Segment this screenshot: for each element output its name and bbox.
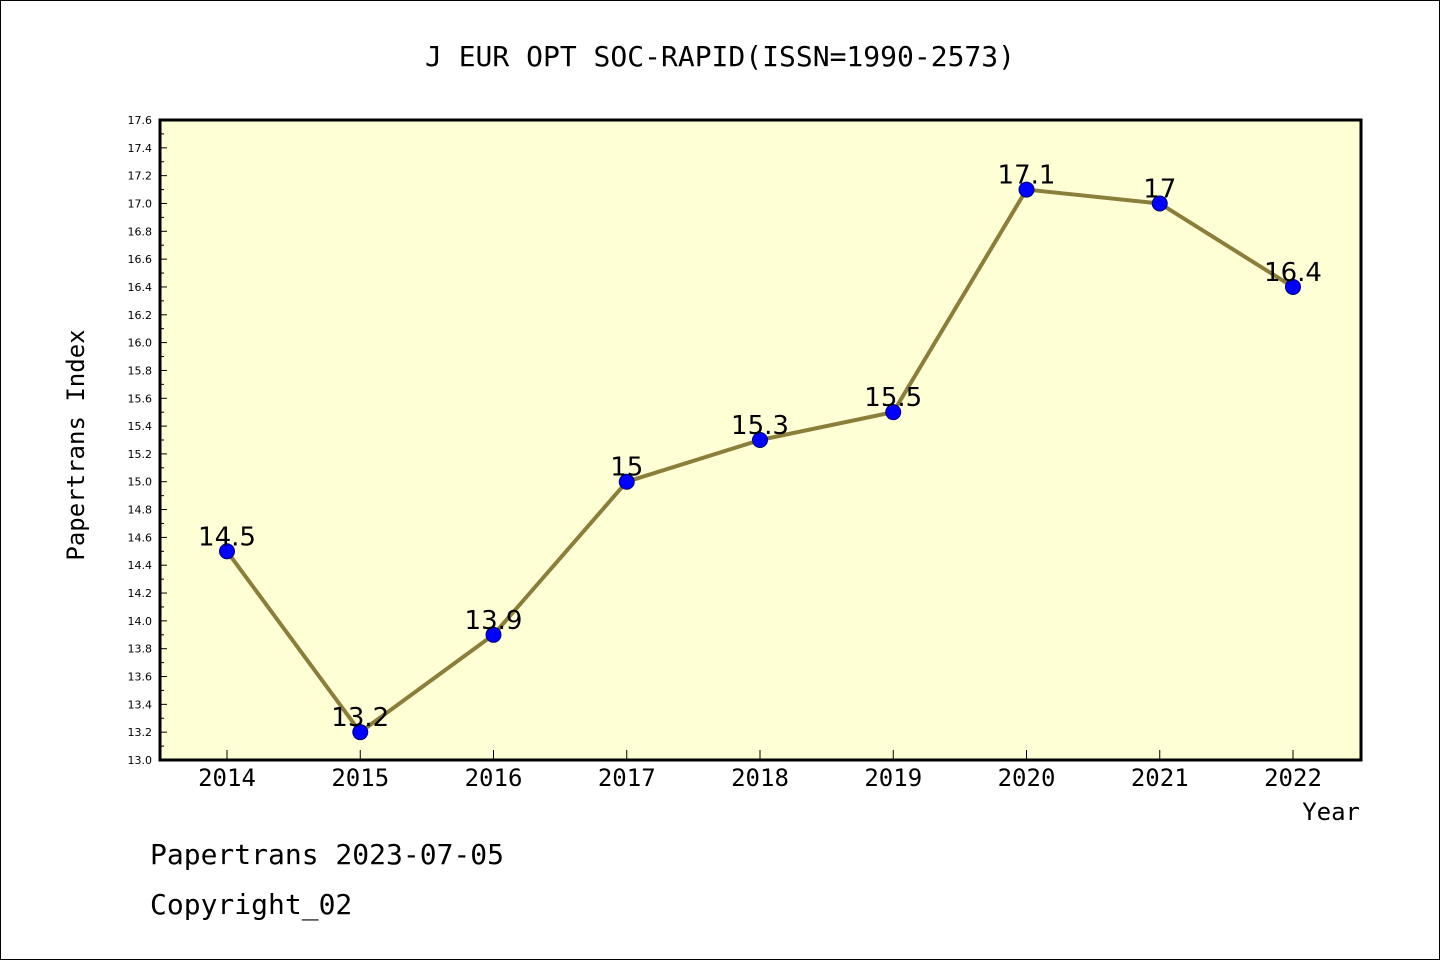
data-points bbox=[219, 181, 1301, 741]
data-point bbox=[1285, 278, 1301, 295]
data-label: 13.9 bbox=[465, 606, 523, 636]
y-tick-label: 15.4 bbox=[128, 420, 153, 433]
data-point bbox=[485, 626, 502, 643]
y-axis: 13.0 13.2 13.4 13.6 13.8 14.0 14.2 14.4 14.6 14.8… bbox=[128, 114, 167, 767]
y-tick-label: 14.2 bbox=[128, 587, 153, 600]
y-tick-label: 13.6 bbox=[128, 671, 153, 684]
y-tick-label: 16.8 bbox=[128, 225, 153, 238]
data-point bbox=[1018, 181, 1035, 198]
y-tick-label: 14.4 bbox=[128, 559, 153, 572]
y-axis-label: Papertrans Index bbox=[62, 329, 90, 560]
footer-copyright: Copyright_02 bbox=[150, 888, 352, 922]
data-label: 16.4 bbox=[1264, 258, 1322, 288]
y-tick-label: 16.6 bbox=[128, 253, 153, 266]
y-tick-label: 14.0 bbox=[128, 615, 153, 628]
y-tick-label: 16.2 bbox=[128, 309, 153, 322]
x-tick-label: 2019 bbox=[864, 764, 922, 792]
y-tick-label: 17.6 bbox=[128, 114, 153, 127]
x-tick-label: 2014 bbox=[198, 764, 256, 792]
x-axis: 2014 2015 2016 2017 2018 2019 2020 2021 2022 bbox=[198, 750, 1322, 792]
y-tick-label: 13.8 bbox=[128, 643, 153, 656]
data-point bbox=[752, 432, 768, 448]
data-label: 15.3 bbox=[731, 411, 789, 441]
y-tick-label: 15.8 bbox=[128, 364, 153, 377]
data-label: 15 bbox=[610, 453, 643, 483]
y-tick-label: 15.6 bbox=[128, 392, 153, 405]
y-tick-label: 13.0 bbox=[128, 754, 153, 767]
footer-source: Papertrans 2023-07-05 bbox=[150, 838, 504, 871]
y-tick-label: 14.6 bbox=[128, 531, 153, 544]
y-tick-label: 16.0 bbox=[128, 337, 153, 350]
y-tick-label: 17.2 bbox=[128, 170, 153, 183]
data-label: 17.1 bbox=[998, 161, 1056, 191]
data-label: 17 bbox=[1143, 174, 1176, 204]
data-point bbox=[618, 473, 635, 490]
y-tick-label: 15.0 bbox=[128, 476, 153, 489]
x-tick-label: 2018 bbox=[731, 764, 789, 792]
plot-border bbox=[158, 118, 1363, 762]
x-tick-label: 2021 bbox=[1131, 764, 1189, 792]
data-point bbox=[219, 543, 235, 560]
x-tick-label: 2017 bbox=[598, 764, 656, 792]
y-tick-label: 16.4 bbox=[128, 281, 153, 294]
x-tick-label: 2016 bbox=[465, 764, 523, 792]
y-tick-label: 17.0 bbox=[128, 197, 153, 210]
data-label: 13.2 bbox=[331, 703, 389, 733]
data-point bbox=[352, 724, 369, 741]
x-tick-label: 2022 bbox=[1264, 764, 1322, 792]
y-tick-label: 14.8 bbox=[128, 504, 153, 517]
y-tick-label: 17.4 bbox=[128, 142, 153, 155]
data-labels: 14.5 13.2 13.9 15 15.3 15.5 17.1 17 16.4 bbox=[198, 161, 1322, 734]
chart-title: J EUR OPT SOC-RAPID(ISSN=1990-2573) bbox=[425, 40, 1015, 73]
x-axis-label: Year bbox=[1302, 798, 1360, 826]
data-label: 15.5 bbox=[864, 383, 922, 413]
data-point bbox=[885, 404, 902, 421]
y-tick-label: 13.2 bbox=[128, 726, 153, 739]
x-tick-label: 2015 bbox=[331, 764, 389, 792]
y-tick-label: 15.2 bbox=[128, 448, 153, 461]
data-label: 14.5 bbox=[198, 522, 256, 552]
y-tick-label: 13.4 bbox=[128, 698, 153, 711]
x-tick-label: 2020 bbox=[998, 764, 1056, 792]
data-point bbox=[1151, 195, 1168, 212]
